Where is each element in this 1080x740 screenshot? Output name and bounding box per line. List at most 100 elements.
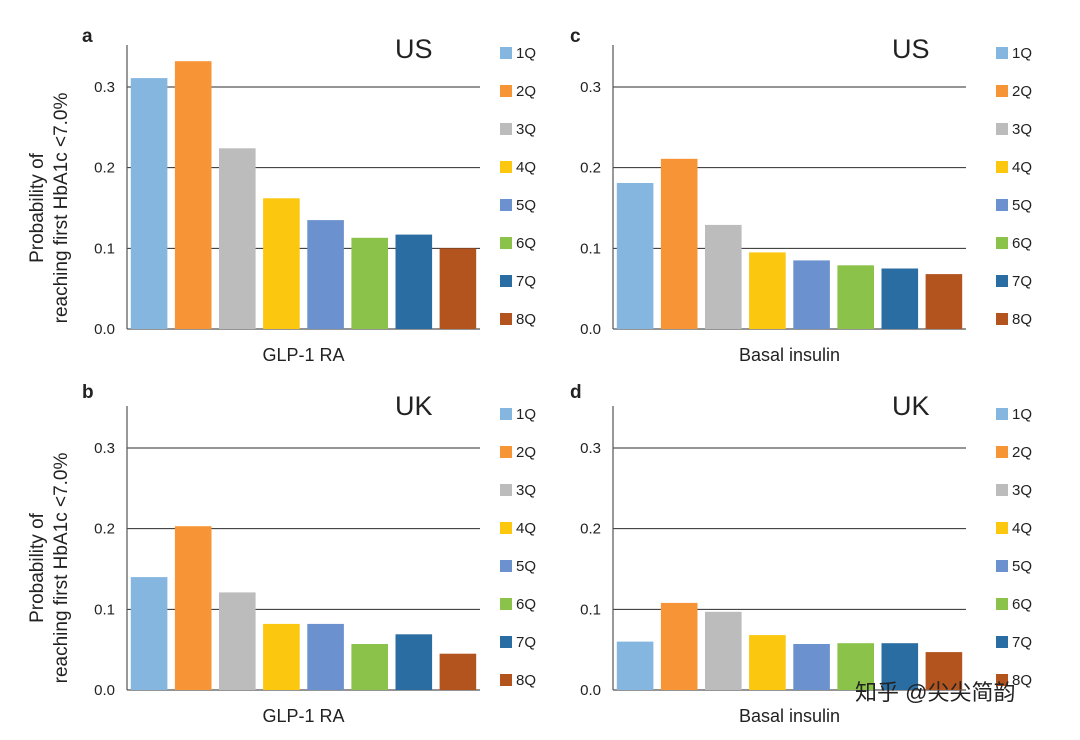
bar-d-3q (705, 611, 742, 690)
panel-letter: a (82, 26, 93, 47)
bar-b-3q (219, 592, 256, 690)
bar-b-6q (351, 644, 388, 690)
legend-swatch-5q (996, 560, 1008, 572)
x-axis-label: Basal insulin (739, 345, 840, 365)
legend-swatch-4q (996, 161, 1008, 173)
bar-d-5q (793, 644, 830, 690)
bar-a-1q (130, 78, 168, 329)
region-label: US (892, 34, 930, 64)
legend-swatch-4q (996, 522, 1008, 534)
bar-d-8q (925, 652, 963, 690)
legend-swatch-3q (500, 123, 512, 135)
legend-swatch-4q (500, 161, 512, 173)
legend-swatch-7q (996, 636, 1008, 648)
legend-swatch-5q (500, 199, 512, 211)
region-label: UK (892, 391, 930, 421)
y-tick-label: 0.1 (580, 601, 601, 618)
bar-a-2q (174, 61, 212, 329)
legend-swatch-8q (996, 313, 1008, 325)
legend-swatch-8q (500, 313, 512, 325)
panel-letter: c (570, 26, 581, 47)
legend: 1Q 2Q 3Q 4Q 5Q 6Q 7Q 8Q (500, 406, 536, 689)
y-axis-label-bottom: Probability of reaching first HbA1c <7.0% (27, 453, 72, 684)
y-tick-label: 0.3 (94, 440, 115, 457)
y-tick-label: 0.0 (94, 321, 115, 338)
y-tick-label: 0.2 (580, 521, 601, 538)
legend-swatch-2q (996, 446, 1008, 458)
watermark-text: 知乎 @尖尖简韵 (855, 680, 1015, 705)
bar-a-8q (439, 248, 477, 329)
y-tick-label: 0.0 (580, 682, 601, 699)
x-axis-label: GLP-1 RA (262, 706, 344, 726)
legend-swatch-8q (500, 674, 512, 686)
bar-c-6q (837, 265, 874, 329)
bar-b-5q (307, 623, 344, 690)
bar-c-5q (793, 260, 830, 329)
y-axis-labels: Probability of reaching first HbA1c <7.0%… (27, 93, 72, 684)
bar-b-7q (395, 634, 433, 690)
legend-swatch-2q (500, 446, 512, 458)
panel-letter: d (570, 382, 582, 403)
y-tick-label: 0.1 (94, 240, 115, 257)
legend-label-8q: 8Q (516, 672, 536, 689)
legend-swatch-2q (500, 85, 512, 97)
legend-label-5q: 5Q (516, 197, 536, 214)
legend-swatch-3q (996, 484, 1008, 496)
legend-swatch-1q (500, 408, 512, 420)
y-axis-label-top: Probability of reaching first HbA1c <7.0% (27, 93, 72, 324)
legend-swatch-7q (996, 275, 1008, 287)
legend-label-2q: 2Q (516, 444, 536, 461)
chart-panel-a: 0.0 0.1 0.2 0.3 GLP-1 RA a US 1Q 2Q 3Q 4Q 5Q 6Q 7Q 8Q (82, 26, 536, 365)
y-tick-label: 0.0 (94, 682, 115, 699)
legend-swatch-2q (996, 85, 1008, 97)
bar-c-7q (881, 268, 919, 329)
y-tick-label: 0.1 (580, 240, 601, 257)
legend-label-6q: 6Q (516, 596, 536, 613)
legend-label-7q: 7Q (1012, 634, 1032, 651)
legend: 1Q 2Q 3Q 4Q 5Q 6Q 7Q 8Q (996, 45, 1032, 328)
legend-swatch-6q (500, 237, 512, 249)
legend-label-1q: 1Q (516, 406, 536, 423)
legend-label-3q: 3Q (516, 482, 536, 499)
chart-panel-b: 0.0 0.1 0.2 0.3 GLP-1 RA b UK 1Q 2Q 3Q 4Q 5Q 6Q 7Q 8Q (82, 382, 536, 726)
y-tick-label: 0.0 (580, 321, 601, 338)
bar-b-2q (174, 526, 212, 690)
legend-swatch-3q (500, 484, 512, 496)
bar-a-7q (395, 234, 433, 329)
bar-d-6q (837, 643, 874, 690)
legend-label-2q: 2Q (1012, 444, 1032, 461)
legend-label-4q: 4Q (1012, 159, 1032, 176)
legend-swatch-4q (500, 522, 512, 534)
region-label: UK (395, 391, 433, 421)
x-axis-label: Basal insulin (739, 706, 840, 726)
legend-label-3q: 3Q (516, 121, 536, 138)
bar-d-7q (881, 643, 919, 690)
y-tick-label: 0.2 (580, 160, 601, 177)
legend-label-7q: 7Q (516, 273, 536, 290)
y-tick-label: 0.2 (94, 521, 115, 538)
legend-label-4q: 4Q (516, 159, 536, 176)
legend-label-8q: 8Q (516, 311, 536, 328)
legend-label-4q: 4Q (1012, 520, 1032, 537)
y-tick-label: 0.3 (580, 440, 601, 457)
legend-label-6q: 6Q (1012, 235, 1032, 252)
legend-label-5q: 5Q (1012, 558, 1032, 575)
legend-label-2q: 2Q (516, 83, 536, 100)
y-tick-label: 0.1 (94, 601, 115, 618)
bar-b-1q (130, 577, 168, 690)
legend: 1Q 2Q 3Q 4Q 5Q 6Q 7Q 8Q (500, 45, 536, 328)
legend-label-3q: 3Q (1012, 121, 1032, 138)
bar-a-5q (307, 220, 344, 329)
bar-c-4q (749, 252, 786, 329)
x-axis-label: GLP-1 RA (262, 345, 344, 365)
bar-c-3q (705, 224, 742, 329)
y-tick-label: 0.3 (580, 79, 601, 96)
legend-swatch-1q (996, 408, 1008, 420)
panels: 0.0 0.1 0.2 0.3 GLP-1 RA a US 1Q 2Q 3Q 4Q 5Q 6Q 7Q 8Q 0… (82, 26, 1032, 726)
legend-swatch-6q (996, 237, 1008, 249)
legend-swatch-1q (500, 47, 512, 59)
bar-c-2q (660, 158, 698, 329)
legend-label-8q: 8Q (1012, 672, 1032, 689)
legend-label-3q: 3Q (1012, 482, 1032, 499)
legend-label-5q: 5Q (516, 558, 536, 575)
